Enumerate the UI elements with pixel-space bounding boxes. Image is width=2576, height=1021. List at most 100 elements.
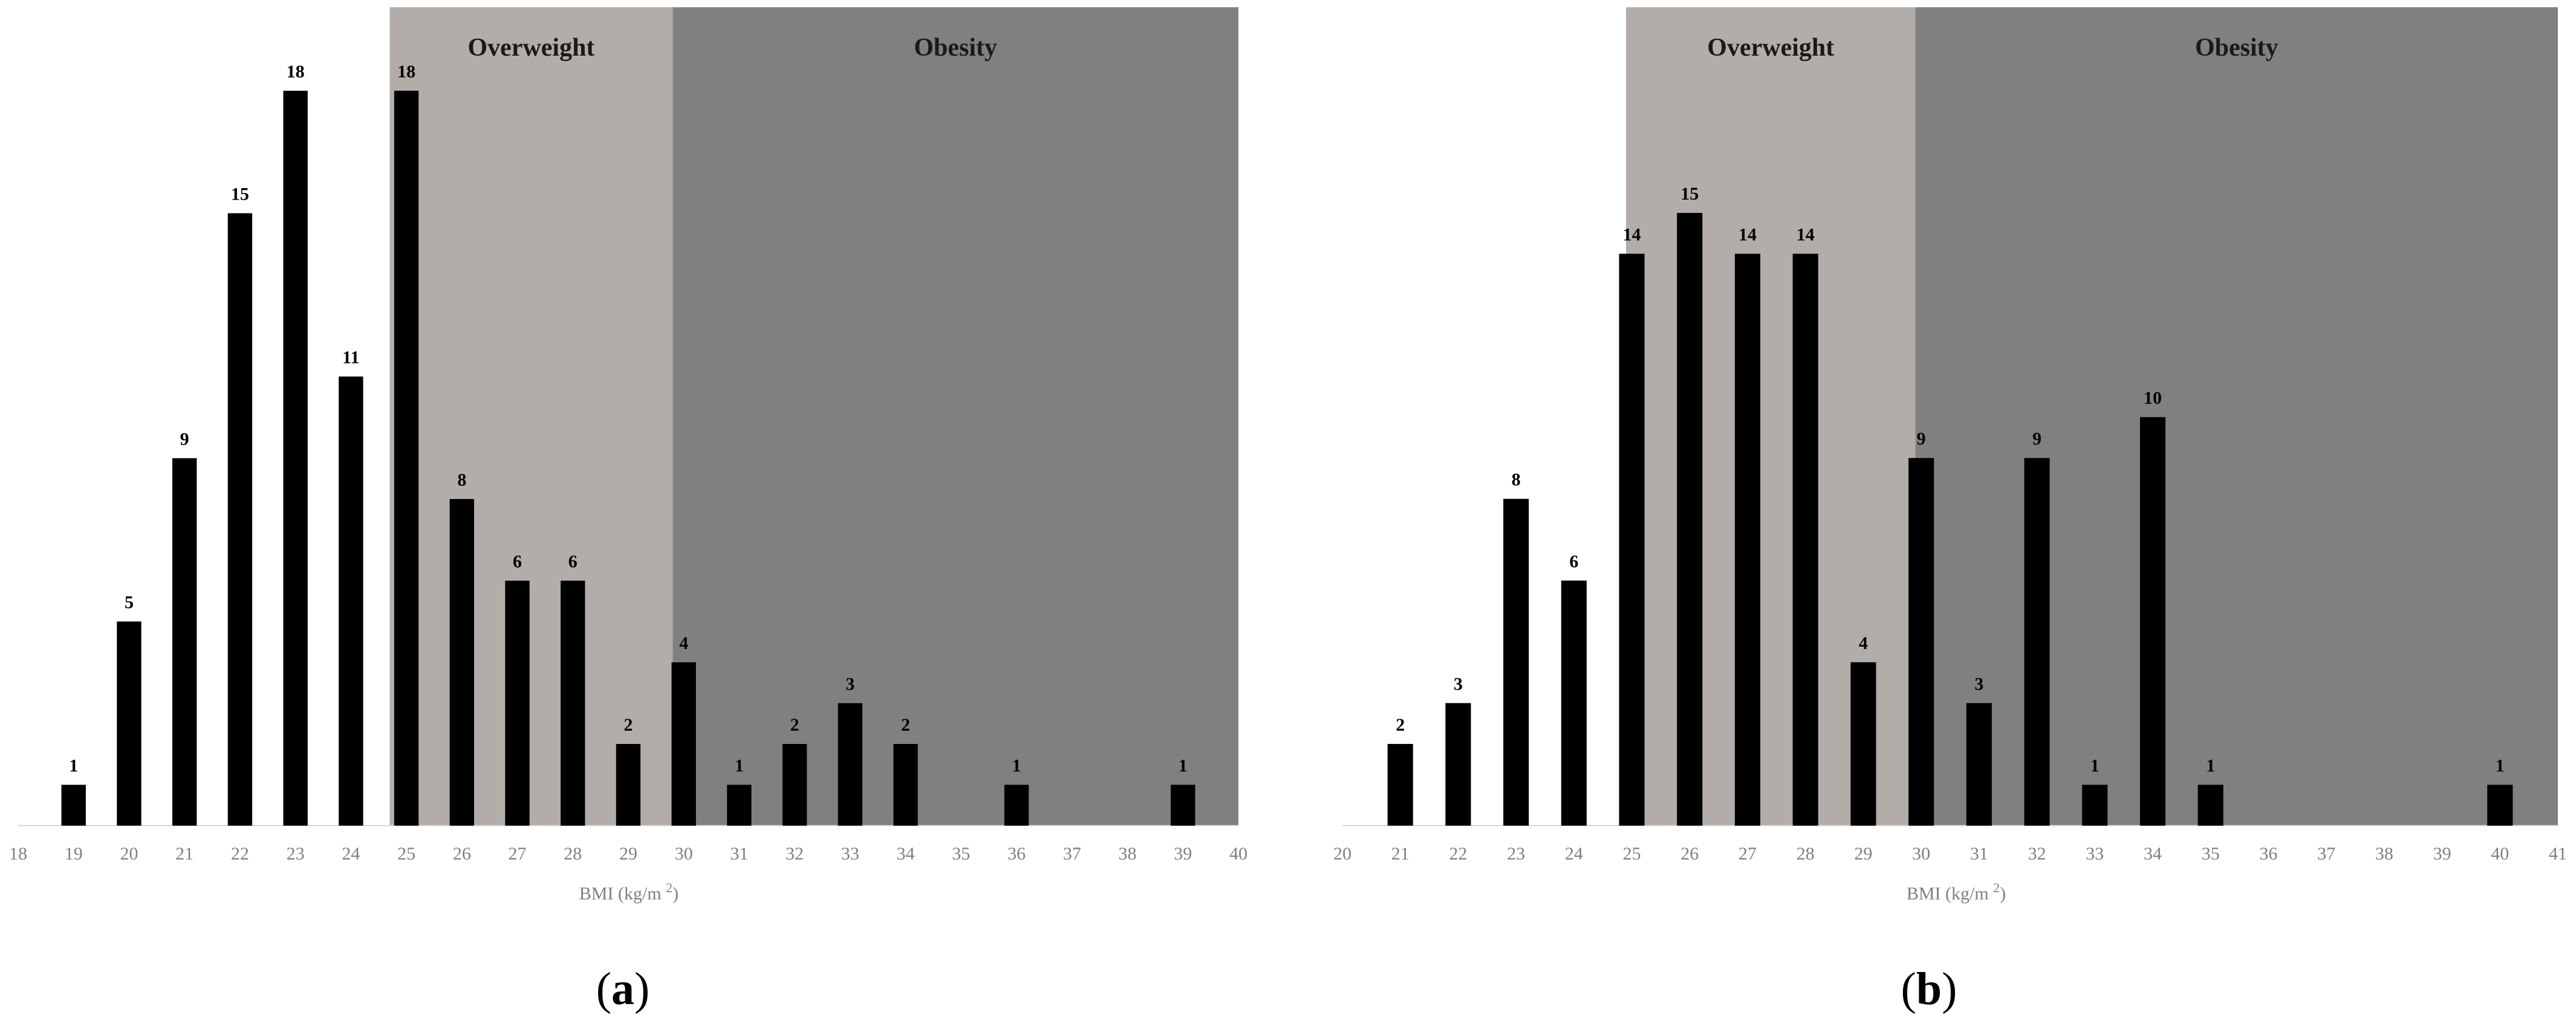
x-tick-label-36: 36 (2259, 844, 2277, 864)
value-label-bmi-28: 14 (1797, 225, 1815, 245)
bar-bmi-26 (1677, 213, 1703, 826)
x-tick-label-40: 40 (2491, 844, 2509, 864)
value-label-bmi-21: 9 (180, 429, 189, 449)
x-tick-label-31: 31 (1970, 844, 1988, 864)
bar-bmi-23 (1503, 498, 1529, 826)
value-label-bmi-33: 3 (845, 674, 854, 694)
x-tick-label-34: 34 (897, 844, 915, 864)
x-tick-label-28: 28 (1797, 844, 1815, 864)
bar-bmi-28 (561, 581, 585, 826)
value-label-bmi-36: 1 (1012, 756, 1021, 776)
bar-bmi-30 (1908, 458, 1934, 826)
x-tick-label-27: 27 (1738, 844, 1757, 864)
x-tick-label-20: 20 (1333, 844, 1351, 864)
bar-bmi-22 (227, 213, 253, 826)
value-label-bmi-26: 15 (1680, 184, 1699, 204)
value-label-bmi-31: 3 (1974, 674, 1983, 694)
value-label-bmi-22: 3 (1454, 674, 1463, 694)
value-label-bmi-24: 11 (342, 348, 359, 368)
value-label-bmi-32: 9 (2032, 429, 2041, 449)
bar-bmi-40 (2487, 785, 2513, 826)
x-tick-label-35: 35 (952, 844, 970, 864)
bar-bmi-31 (727, 785, 752, 826)
band-label-overweight: Overweight (468, 34, 595, 62)
bar-bmi-30 (671, 662, 696, 826)
bar-bmi-33 (838, 703, 863, 826)
x-tick-label-30: 30 (1912, 844, 1930, 864)
x-tick-label-41: 41 (2549, 844, 2567, 864)
bar-bmi-21 (172, 458, 197, 826)
band-obesity-a (672, 7, 1238, 826)
value-label-bmi-21: 2 (1396, 715, 1405, 735)
x-tick-label-25: 25 (397, 844, 415, 864)
value-label-bmi-33: 1 (2090, 755, 2100, 775)
x-tick-label-21: 21 (1391, 844, 1410, 864)
x-tick-label-39: 39 (1174, 844, 1192, 864)
band-obesity-b (1915, 7, 2558, 826)
value-label-bmi-28: 6 (568, 552, 577, 572)
x-tick-label-26: 26 (453, 844, 471, 864)
x-tick-label-20: 20 (120, 844, 138, 864)
bar-bmi-24 (1561, 580, 1587, 826)
bar-bmi-35 (2197, 785, 2223, 826)
value-label-bmi-34: 2 (901, 715, 910, 735)
value-label-bmi-32: 2 (790, 715, 799, 735)
band-label-obesity: Obesity (914, 34, 997, 62)
bar-bmi-26 (449, 499, 474, 826)
x-tick-label-22: 22 (1449, 844, 1467, 864)
x-tick-label-22: 22 (231, 844, 249, 864)
value-label-bmi-27: 14 (1738, 225, 1757, 245)
value-label-bmi-40: 1 (2496, 755, 2505, 775)
bar-bmi-29 (1850, 662, 1876, 826)
x-tick-label-31: 31 (730, 844, 748, 864)
bar-bmi-28 (1792, 253, 1818, 826)
value-label-bmi-29: 2 (624, 715, 633, 735)
value-label-bmi-27: 6 (513, 552, 522, 572)
x-tick-label-30: 30 (675, 844, 693, 864)
value-label-bmi-19: 1 (69, 756, 78, 776)
bar-bmi-20 (117, 621, 141, 826)
x-tick-label-23: 23 (1507, 844, 1525, 864)
panel-caption-a: (a) (596, 964, 650, 1014)
x-tick-label-38: 38 (1119, 844, 1137, 864)
value-label-bmi-23: 8 (1512, 470, 1521, 490)
bar-bmi-19 (61, 785, 86, 826)
band-label-overweight: Overweight (1707, 34, 1834, 62)
bar-bmi-27 (505, 581, 530, 826)
bar-bmi-34 (2139, 417, 2166, 826)
x-tick-label-33: 33 (2086, 844, 2104, 864)
bar-bmi-24 (339, 376, 363, 826)
value-label-bmi-29: 4 (1859, 633, 1868, 653)
x-tick-label-27: 27 (509, 844, 527, 864)
x-tick-label-24: 24 (342, 844, 360, 864)
x-tick-label-35: 35 (2202, 844, 2220, 864)
value-label-bmi-22: 15 (231, 184, 249, 204)
value-label-bmi-23: 18 (287, 62, 305, 82)
x-tick-label-37: 37 (1063, 844, 1081, 864)
bar-bmi-29 (616, 744, 641, 826)
x-tick-label-32: 32 (785, 844, 804, 864)
bar-bmi-31 (1966, 703, 1992, 826)
x-tick-label-19: 19 (65, 844, 83, 864)
bar-bmi-21 (1387, 743, 1413, 826)
panel-caption-b: (b) (1901, 964, 1957, 1014)
value-label-bmi-24: 6 (1569, 552, 1578, 572)
value-label-bmi-25: 18 (397, 62, 415, 82)
bar-bmi-32 (2024, 458, 2050, 826)
x-tick-label-38: 38 (2375, 844, 2393, 864)
x-tick-label-28: 28 (564, 844, 582, 864)
x-tick-label-18: 18 (9, 844, 27, 864)
x-axis-title: BMI (kg/m 2) (1907, 880, 2006, 904)
x-tick-label-36: 36 (1007, 844, 1026, 864)
x-tick-label-40: 40 (1229, 844, 1247, 864)
bar-bmi-22 (1445, 703, 1471, 826)
bar-bmi-34 (893, 744, 918, 826)
value-label-bmi-34: 10 (2144, 388, 2162, 408)
value-label-bmi-20: 5 (125, 593, 134, 613)
bar-bmi-27 (1734, 253, 1761, 826)
bar-bmi-25 (394, 91, 419, 826)
value-label-bmi-31: 1 (735, 756, 744, 776)
value-label-bmi-30: 4 (679, 633, 688, 653)
